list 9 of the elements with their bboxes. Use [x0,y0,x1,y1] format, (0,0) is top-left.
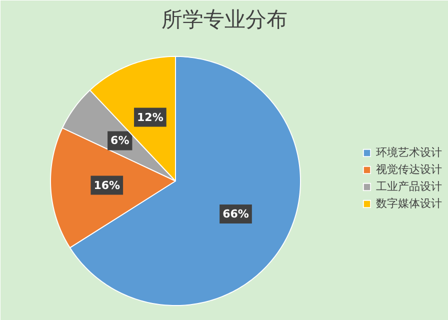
legend-label: 环境艺术设计 [376,145,442,160]
chart-title: 所学专业分布 [162,8,288,32]
data-label: 6% [110,134,130,148]
legend-label: 数字媒体设计 [376,196,442,211]
data-label: 16% [94,178,120,192]
legend-label: 视觉传达设计 [376,162,442,177]
data-label: 66% [222,207,249,220]
data-label: 12% [137,110,164,124]
legend-label: 工业产品设计 [376,179,442,194]
